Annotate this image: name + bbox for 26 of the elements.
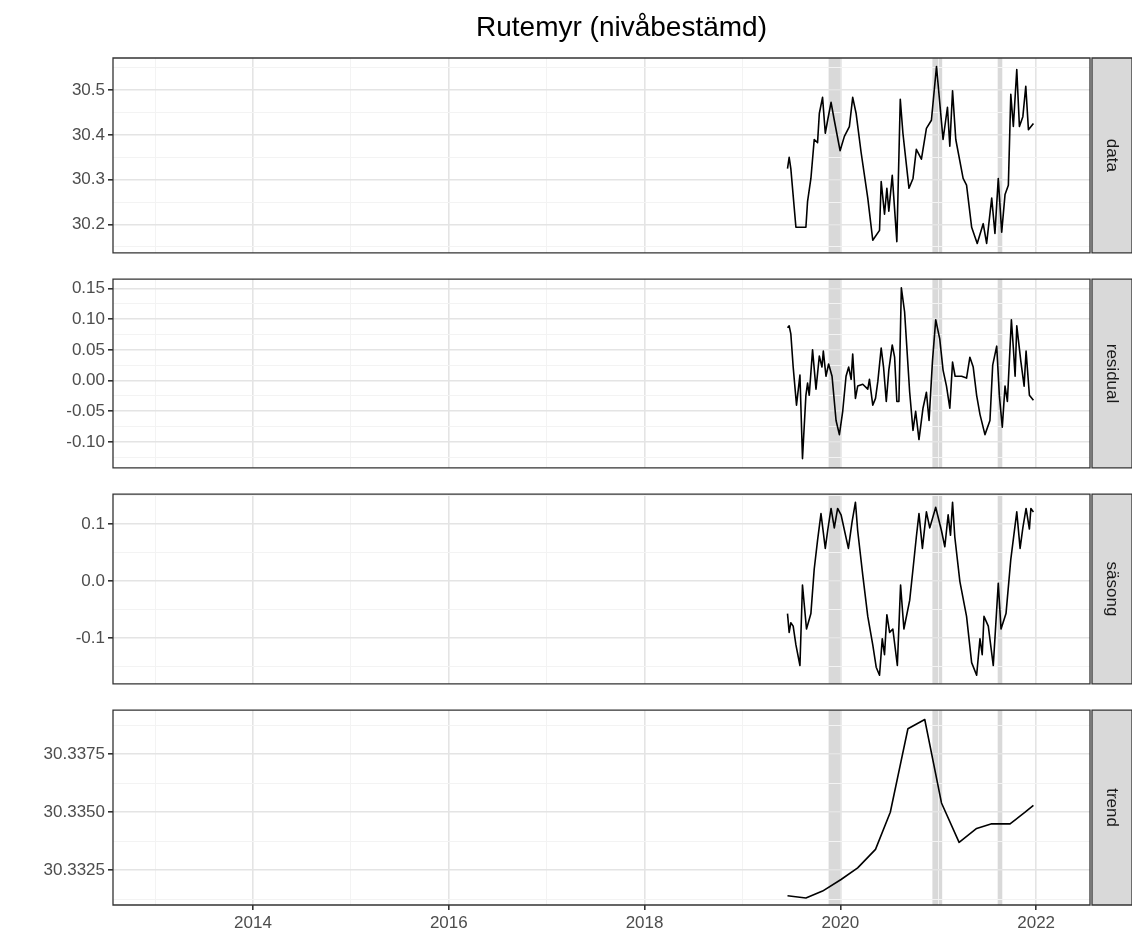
y-tick-label: -0.1 bbox=[75, 627, 105, 647]
y-tick-label: 30.4 bbox=[71, 124, 105, 144]
x-tick-label: 2014 bbox=[234, 912, 272, 932]
y-tick-label: -0.10 bbox=[66, 431, 105, 451]
y2-axis-title: data bbox=[1103, 138, 1123, 173]
y-tick-label: 0.05 bbox=[71, 339, 105, 359]
y-tick-label: 0.00 bbox=[71, 370, 105, 390]
x-tick-label: 2018 bbox=[625, 912, 664, 932]
y-tick-label: 30.3350 bbox=[43, 801, 105, 821]
y2-axis-title: residual bbox=[1103, 343, 1123, 404]
y-tick-label: 0.1 bbox=[81, 513, 105, 533]
y-tick-label: 0.15 bbox=[71, 278, 105, 298]
x-tick-label: 2016 bbox=[429, 912, 468, 932]
y-tick-label: 30.5 bbox=[71, 79, 105, 99]
x-tick-label: 2022 bbox=[1017, 912, 1056, 932]
y-tick-label: 0.10 bbox=[71, 308, 105, 328]
y-tick-label: 30.3 bbox=[71, 169, 105, 189]
y-tick-label: -0.05 bbox=[66, 400, 105, 420]
y-tick-label: 30.3325 bbox=[43, 859, 105, 879]
chart-title: Rutemyr (nivåbestämd) bbox=[476, 10, 767, 42]
y-tick-label: 0.0 bbox=[81, 570, 105, 590]
y-tick-label: 30.3375 bbox=[43, 743, 105, 763]
x-tick-label: 2020 bbox=[821, 912, 860, 932]
y2-axis-title: säsong bbox=[1103, 561, 1123, 617]
y2-axis-title: trend bbox=[1103, 788, 1123, 827]
y-tick-label: 30.2 bbox=[71, 214, 105, 234]
